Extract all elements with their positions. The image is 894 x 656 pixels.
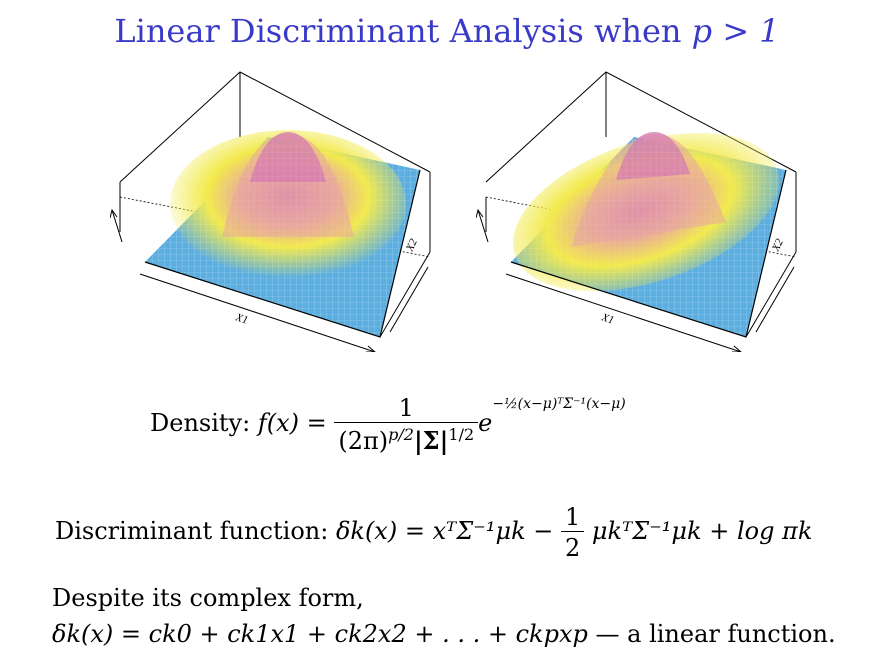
density-exponent: −½(x−μ)ᵀΣ⁻¹(x−μ) xyxy=(492,396,626,412)
slide-title-text: Linear Discriminant Analysis when xyxy=(114,12,692,50)
density-exp-base: e xyxy=(478,409,493,437)
density-label: Density: xyxy=(150,409,251,437)
discriminant-term1: xᵀΣ⁻¹μk xyxy=(432,517,526,545)
linear-form-math: δk(x) = ck0 + ck1x1 + ck2x2 + . . . + ck… xyxy=(52,620,588,648)
conclusion-line2: δk(x) = ck0 + ck1x1 + ck2x2 + . . . + ck… xyxy=(52,620,836,648)
slide-title: Linear Discriminant Analysis when p > 1 xyxy=(0,12,894,50)
x2-axis-label: X2 xyxy=(769,237,786,255)
density-plot-right-svg: X1 X2 xyxy=(476,71,797,352)
discriminant-lhs: δk(x) = xyxy=(335,517,425,545)
discriminant-term2: μkᵀΣ⁻¹μk xyxy=(591,517,702,545)
conclusion-line1: Despite its complex form, xyxy=(52,584,364,612)
half-fraction: 1 2 xyxy=(561,503,585,562)
x2-axis-label: X2 xyxy=(403,237,420,255)
slide-title-math: p > 1 xyxy=(691,12,780,50)
discriminant-label: Discriminant function: xyxy=(55,517,329,545)
linear-form-tail: — a linear function. xyxy=(595,620,836,648)
discriminant-term3: log πk xyxy=(736,517,813,545)
density-plot-right: X1 X2 xyxy=(476,62,806,352)
density-fraction: 1 (2π)p/2|Σ|1/2 xyxy=(334,394,479,455)
discriminant-plus: + xyxy=(709,517,730,545)
density-plot-left-svg: X1 X2 xyxy=(110,71,431,352)
x1-axis-label: X1 xyxy=(599,311,615,327)
density-numerator: 1 xyxy=(398,394,414,422)
discriminant-minus: − xyxy=(533,517,554,545)
discriminant-equation: Discriminant function: δk(x) = xᵀΣ⁻¹μk −… xyxy=(55,503,812,562)
x1-axis-label: X1 xyxy=(233,311,249,327)
density-plot-left: X1 X2 xyxy=(110,62,440,352)
density-lhs: f(x) = xyxy=(257,409,327,437)
density-denominator: (2π)p/2|Σ|1/2 xyxy=(334,422,479,455)
density-equation: Density: f(x) = 1 (2π)p/2|Σ|1/2 e−½(x−μ)… xyxy=(150,394,626,455)
